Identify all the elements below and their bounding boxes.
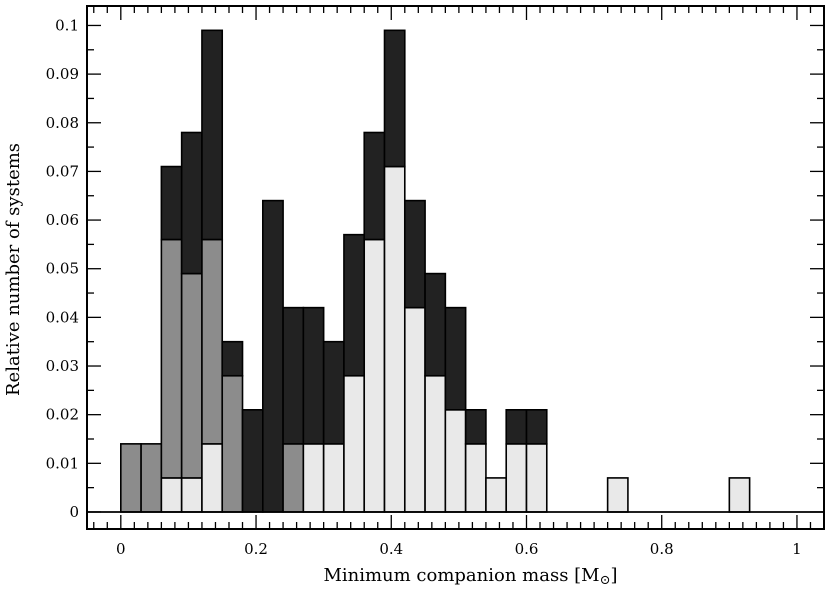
x-tick-label: 1 xyxy=(792,540,802,558)
y-tick-label: 0.07 xyxy=(46,162,79,180)
bar-segment xyxy=(343,233,366,377)
x-tick-label: 0.4 xyxy=(379,540,403,558)
bar-segment xyxy=(403,199,426,309)
y-tick-label: 0.01 xyxy=(46,454,79,472)
bar-segment xyxy=(302,443,325,513)
bar-segment xyxy=(485,477,508,513)
bar-segment xyxy=(201,29,224,241)
bar-segment xyxy=(464,409,487,445)
x-tick-label: 0 xyxy=(116,540,126,558)
bar-segment xyxy=(343,374,366,513)
bar-segment xyxy=(424,272,447,377)
y-tick-label: 0.05 xyxy=(46,260,79,278)
y-tick-label: 0.09 xyxy=(46,65,79,83)
bar-segment xyxy=(322,340,345,445)
bar-segment xyxy=(606,477,629,513)
histogram-bars xyxy=(87,29,824,513)
bar-segment xyxy=(221,374,244,513)
bar-segment xyxy=(180,131,203,275)
bar-segment xyxy=(444,306,467,411)
y-tick-label: 0.06 xyxy=(46,211,79,229)
bar-segment xyxy=(403,306,426,513)
y-tick-label: 0.1 xyxy=(55,16,79,34)
bar-segment xyxy=(261,199,284,513)
bar-segment xyxy=(322,443,345,513)
axis-ticks xyxy=(87,6,825,529)
x-tick-label: 0.2 xyxy=(244,540,268,558)
bar-segment xyxy=(201,443,224,513)
y-tick-label: 0 xyxy=(69,503,79,521)
bar-segment xyxy=(464,443,487,513)
bar-segment xyxy=(363,131,386,241)
bar-segment xyxy=(282,306,305,445)
bar-segment xyxy=(140,443,163,513)
bar-segment xyxy=(505,409,528,445)
bar-segment xyxy=(383,29,406,168)
x-tick-label: 0.6 xyxy=(515,540,539,558)
bar-segment xyxy=(160,165,183,241)
bar-segment xyxy=(302,306,325,445)
bar-segment xyxy=(241,409,264,513)
y-tick-label: 0.03 xyxy=(46,357,79,375)
bar-segment xyxy=(383,165,406,513)
bar-segment xyxy=(221,340,244,377)
y-tick-labels: 0 0.01 0.02 0.03 0.04 0.05 0.06 0.07 0.08 0.09 0.1 xyxy=(46,16,79,521)
bar-segment xyxy=(180,477,203,513)
bar-segment xyxy=(282,443,305,513)
bar-segment xyxy=(180,272,203,479)
x-tick-labels: 0 0.2 0.4 0.6 0.8 1 xyxy=(116,540,802,558)
bar-segment xyxy=(160,238,183,479)
bar-segment xyxy=(444,409,467,513)
bar-segment xyxy=(160,477,183,513)
bar-segment xyxy=(363,238,386,513)
plot-frame xyxy=(86,5,825,530)
bar-segment xyxy=(525,443,548,513)
bar-segment xyxy=(525,409,548,445)
y-axis-title: Relative number of systems xyxy=(3,143,24,396)
x-tick-label: 0.8 xyxy=(650,540,674,558)
bar-segment xyxy=(424,374,447,513)
bar-segment xyxy=(728,477,751,513)
bar-segment xyxy=(120,443,142,513)
bar-segment xyxy=(505,443,528,513)
y-tick-label: 0.02 xyxy=(46,406,79,424)
bar-segment xyxy=(201,238,224,445)
x-axis-title: Minimum companion mass [M⊙] xyxy=(323,565,617,588)
y-tick-label: 0.08 xyxy=(46,114,79,132)
y-tick-label: 0.04 xyxy=(46,308,79,326)
